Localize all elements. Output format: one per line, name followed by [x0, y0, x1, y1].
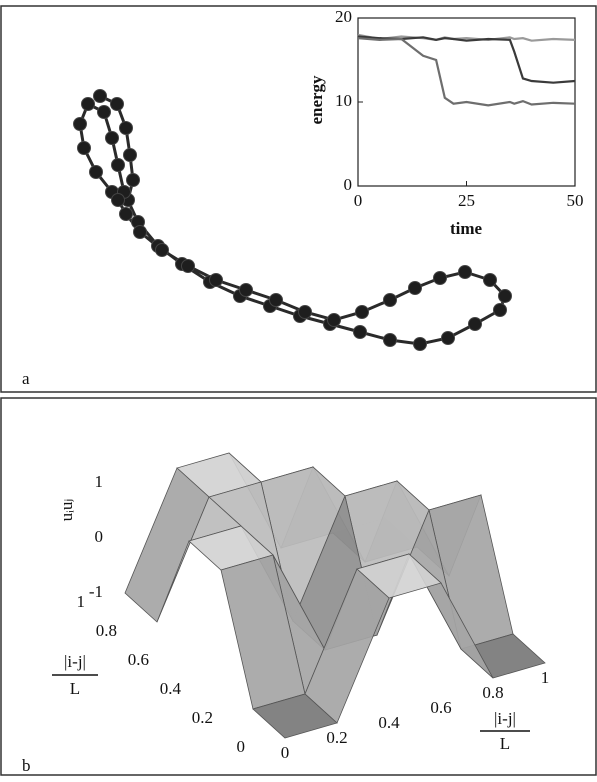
polymer-bead	[413, 337, 427, 351]
series-line	[357, 33, 576, 42]
polymer-bead	[239, 283, 253, 297]
y-axis-label: energy	[307, 75, 326, 125]
polymer-chain	[78, 94, 507, 346]
polymer-bead	[209, 273, 223, 287]
polymer-bead	[93, 89, 107, 103]
x-tick-label: 0	[354, 191, 363, 210]
polymer-bead	[498, 289, 512, 303]
polymer-bead	[441, 331, 455, 345]
y-tick-label: 10	[335, 91, 352, 110]
surface-cell	[252, 693, 338, 739]
polymer-bead	[353, 325, 367, 339]
y-tick-label: 0.4	[160, 679, 182, 698]
x-tick-label: 1	[541, 668, 550, 687]
y-tick-label: 0.2	[192, 708, 213, 727]
polymer-bead	[483, 273, 497, 287]
polymer-bead	[468, 317, 482, 331]
x-axis-label-denominator: L	[500, 734, 510, 753]
polymer-bead	[105, 131, 119, 145]
y-tick-label: 0	[237, 737, 246, 756]
y-tick-label: 20	[335, 7, 352, 26]
polymer-bead	[81, 97, 95, 111]
panel-label: a	[22, 369, 30, 388]
polymer-bead	[433, 271, 447, 285]
polymer-drawing	[73, 89, 512, 351]
polymer-bead	[155, 243, 169, 257]
x-tick-label: 50	[567, 191, 584, 210]
polymer-bead	[119, 121, 133, 135]
polymer-bead	[119, 207, 133, 221]
x-tick-label: 0.4	[378, 713, 400, 732]
z-tick-label: -1	[89, 582, 103, 601]
polymer-bead	[355, 305, 369, 319]
x-tick-label: 0	[281, 743, 290, 762]
z-tick-label: 1	[95, 472, 104, 491]
polymer-bead	[110, 97, 124, 111]
polymer-bead	[126, 173, 140, 187]
polymer-bead	[111, 193, 125, 207]
polymer-bead	[111, 158, 125, 172]
polymer-bead	[89, 165, 103, 179]
panel-label: b	[22, 756, 31, 775]
panel-frame	[0, 397, 597, 776]
polymer-bead	[133, 225, 147, 239]
x-tick-label: 0.8	[482, 683, 503, 702]
x-tick-label: 0.6	[430, 698, 451, 717]
series-line	[357, 37, 576, 107]
polymer-bead	[97, 105, 111, 119]
y-axis-label-numerator: |i-j|	[64, 652, 86, 671]
polymer-bead	[269, 293, 283, 307]
y-tick-label: 0.6	[128, 650, 149, 669]
polymer-bead	[458, 265, 472, 279]
polymer-bead	[73, 117, 87, 131]
polymer-bead	[181, 259, 195, 273]
z-tick-label: 0	[95, 527, 104, 546]
x-axis-label: time	[450, 219, 483, 238]
polymer-bead	[327, 313, 341, 327]
polymer-bead	[408, 281, 422, 295]
z-axis-label: uᵢuⱼ	[57, 499, 76, 522]
polymer-bead	[77, 141, 91, 155]
polymer-bead	[493, 303, 507, 317]
series-line	[357, 35, 576, 84]
x-tick-label: 25	[458, 191, 475, 210]
y-tick-label: 0	[344, 175, 353, 194]
polymer-bead	[383, 293, 397, 307]
x-tick-label: 0.2	[326, 728, 347, 747]
polymer-bead	[123, 148, 137, 162]
x-axis-label-numerator: |i-j|	[494, 709, 516, 728]
y-tick-label: 1	[77, 592, 86, 611]
polymer-bead	[383, 333, 397, 347]
polymer-bead	[298, 305, 312, 319]
y-axis-label-denominator: L	[70, 679, 80, 698]
panel-frame	[0, 5, 597, 393]
y-tick-label: 0.8	[96, 621, 117, 640]
